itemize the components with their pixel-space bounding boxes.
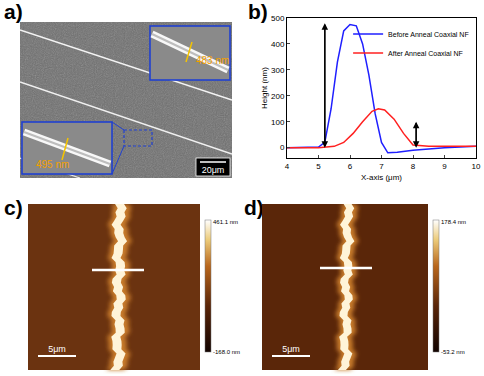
svg-text:9: 9 <box>442 162 447 171</box>
svg-text:461.1 nm: 461.1 nm <box>213 219 238 225</box>
svg-text:Height (nm): Height (nm) <box>260 67 269 109</box>
svg-text:10: 10 <box>472 162 481 171</box>
html-text:b): b) <box>248 0 268 23</box>
svg-text:5: 5 <box>316 162 321 171</box>
svg-text:200: 200 <box>271 92 285 101</box>
svg-text:300: 300 <box>271 66 285 75</box>
svg-text:8: 8 <box>411 162 416 171</box>
svg-text:4: 4 <box>285 162 290 171</box>
html-text:c): c) <box>4 196 23 219</box>
svg-text:20μm: 20μm <box>202 165 225 175</box>
svg-text:100: 100 <box>271 118 285 127</box>
svg-text:6: 6 <box>348 162 353 171</box>
svg-text:400: 400 <box>271 40 285 49</box>
svg-text:178.4 nm: 178.4 nm <box>441 219 466 225</box>
svg-text:After Anneal Coaxial NF: After Anneal Coaxial NF <box>388 50 463 57</box>
svg-text:Before Anneal Coaxial NF: Before Anneal Coaxial NF <box>388 31 469 38</box>
html-text:a): a) <box>4 0 23 23</box>
svg-text:500: 500 <box>271 14 285 23</box>
svg-text:-168.0 nm: -168.0 nm <box>213 349 240 355</box>
svg-text:7: 7 <box>379 162 384 171</box>
html-text:d): d) <box>244 196 264 219</box>
svg-text:-53.2 nm: -53.2 nm <box>441 349 465 355</box>
svg-text:5μm: 5μm <box>282 344 300 354</box>
svg-text:483 nm: 483 nm <box>196 55 229 66</box>
svg-text:X-axis (μm): X-axis (μm) <box>361 173 402 182</box>
svg-text:495 nm: 495 nm <box>36 159 69 170</box>
svg-text:0: 0 <box>280 143 285 152</box>
svg-text:5μm: 5μm <box>48 344 66 354</box>
